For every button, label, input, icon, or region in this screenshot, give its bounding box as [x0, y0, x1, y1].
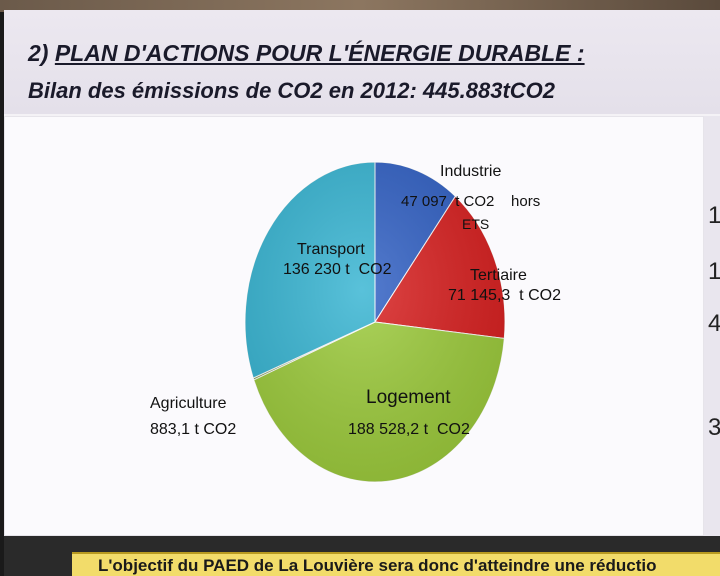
- label-industrie-ets: ETS: [462, 214, 489, 234]
- label-industrie: Industrie: [440, 162, 501, 182]
- label-agriculture-value: 883,1 t CO2: [150, 421, 237, 438]
- edge-digit-1: 1: [708, 202, 720, 229]
- objective-banner: L'objectif du PAED de La Louvière sera d…: [72, 552, 720, 576]
- top-frame-strip: [0, 0, 720, 12]
- edge-digit-3: 4: [708, 310, 720, 337]
- slide-header: 2) PLAN D'ACTIONS POUR L'ÉNERGIE DURABLE…: [4, 10, 720, 114]
- label-transport-name: Transport: [297, 241, 365, 258]
- label-industrie-amount: 47 097 t CO2 hors: [401, 193, 541, 210]
- chart-panel: Industrie 47 097 t CO2 hors ETS Tertiair…: [4, 116, 704, 536]
- label-transport: Transport 136 230 t CO2: [283, 240, 392, 280]
- label-tertiaire-value: 71 145,3 t CO2: [448, 287, 561, 304]
- slide-title: 2) PLAN D'ACTIONS POUR L'ÉNERGIE DURABLE…: [28, 40, 585, 67]
- label-transport-value: 136 230 t CO2: [283, 261, 392, 278]
- title-number: 2): [28, 40, 49, 66]
- label-logement-value: 188 528,2 t CO2: [348, 421, 470, 438]
- label-tertiaire-name: Tertiaire: [470, 267, 527, 284]
- label-logement: Logement: [366, 388, 451, 408]
- label-logement-name: Logement: [366, 387, 451, 408]
- label-industrie-name: Industrie: [440, 163, 502, 180]
- edge-digit-4: 3: [708, 414, 720, 441]
- title-text: PLAN D'ACTIONS POUR L'ÉNERGIE DURABLE :: [54, 40, 585, 66]
- label-industrie-value: 47 097 t CO2 hors: [401, 192, 540, 212]
- label-logement-value-box: 188 528,2 t CO2: [348, 420, 470, 440]
- edge-digit-2: 1: [708, 258, 720, 285]
- next-slide-edge: [704, 116, 720, 536]
- pie-chart: [244, 161, 506, 483]
- slide-subtitle: Bilan des émissions de CO2 en 2012: 445.…: [28, 78, 556, 103]
- label-industrie-ets-text: ETS: [462, 216, 490, 232]
- label-agriculture-name: Agriculture: [150, 395, 227, 412]
- label-agriculture: Agriculture 883,1 t CO2: [150, 394, 236, 440]
- slide: 2) PLAN D'ACTIONS POUR L'ÉNERGIE DURABLE…: [4, 10, 720, 576]
- label-tertiaire: Tertiaire 71 145,3 t CO2: [448, 266, 561, 306]
